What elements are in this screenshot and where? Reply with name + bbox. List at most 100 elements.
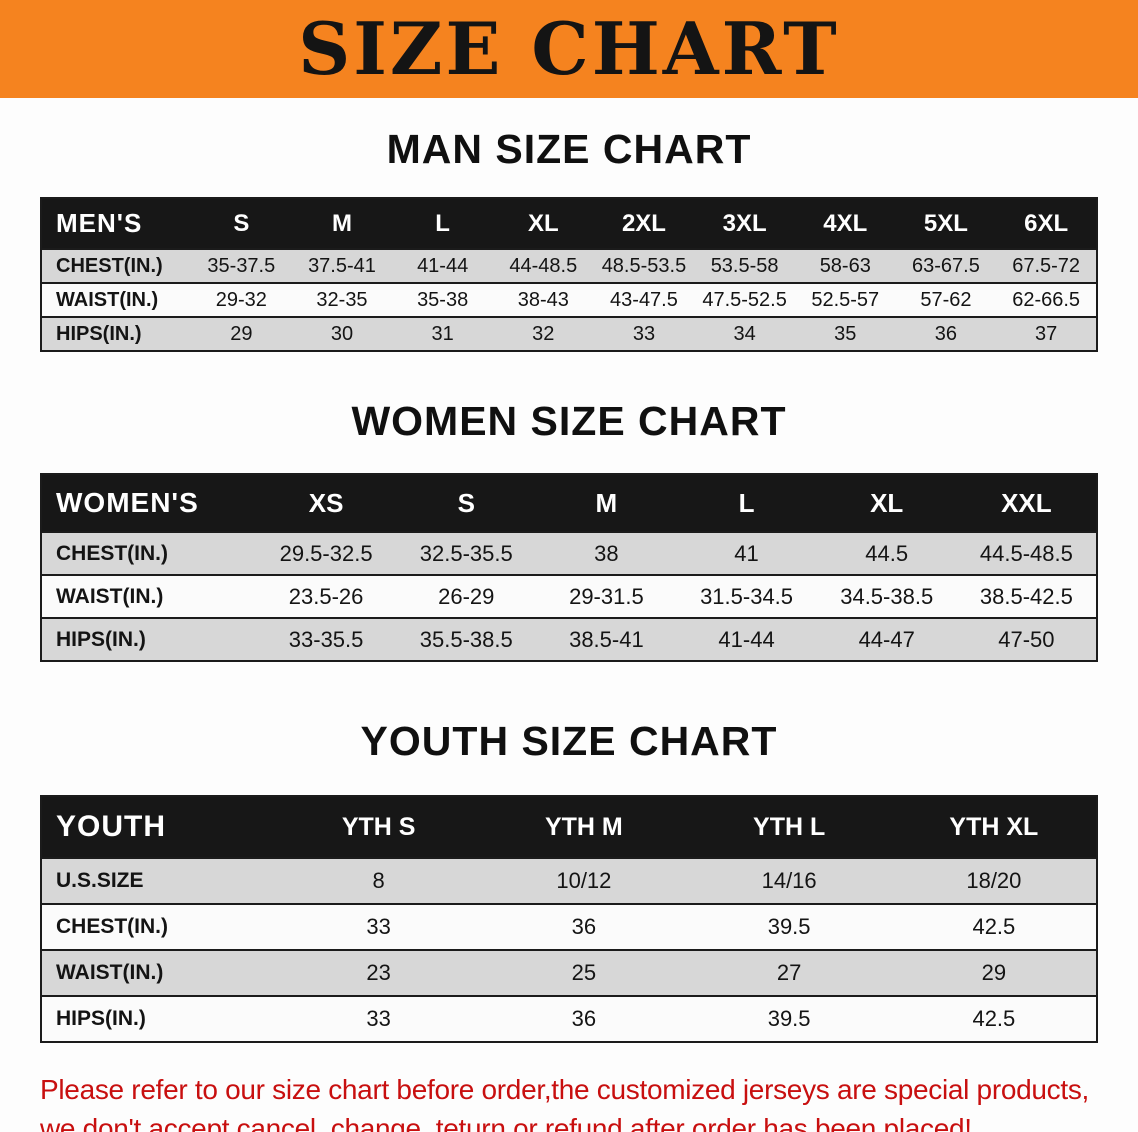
measurement-cell: 53.5-58 bbox=[694, 248, 795, 283]
size-column-header: XS bbox=[256, 474, 397, 532]
measurement-cell: 41-44 bbox=[392, 248, 493, 283]
measurement-cell: 30 bbox=[291, 316, 393, 351]
disclaimer: Please refer to our size chart before or… bbox=[40, 1071, 1128, 1132]
measurement-cell: 48.5-53.5 bbox=[593, 248, 695, 283]
banner: SIZE CHART bbox=[0, 0, 1138, 98]
youth-section-heading: YOUTH SIZE CHART bbox=[360, 718, 778, 764]
measurement-cell: 32.5-35.5 bbox=[396, 531, 537, 575]
row-label: WAIST(IN.) bbox=[41, 949, 276, 996]
table-title-cell: MEN'S bbox=[41, 198, 191, 249]
row-label: U.S.SIZE bbox=[41, 857, 276, 904]
measurement-cell: 33 bbox=[276, 995, 482, 1042]
womens-size-table: WOMEN'S XS S M L XL XXL CHEST(IN.) 29.5-32.5 32.5… bbox=[40, 473, 1098, 662]
measurement-cell: 32-35 bbox=[291, 282, 393, 317]
measurement-cell: 14/16 bbox=[686, 857, 892, 904]
size-column-header: YTH XL bbox=[891, 796, 1097, 858]
size-column-header: 6XL bbox=[996, 198, 1097, 249]
measurement-cell: 29 bbox=[191, 316, 292, 351]
size-column-header: S bbox=[396, 474, 537, 532]
measurement-cell: 8 bbox=[276, 857, 482, 904]
table-row: WAIST(IN.) 23 25 27 29 bbox=[41, 949, 1097, 996]
table-row: HIPS(IN.) 33-35.5 35.5-38.5 38.5-41 41-44 44-… bbox=[41, 617, 1097, 661]
disclaimer-line-2: we don't accept cancel, change, teturn o… bbox=[40, 1112, 972, 1132]
mens-size-table: MEN'S S M L XL 2XL 3XL 4XL 5XL 6XL CHEST(IN.) 35-37… bbox=[40, 197, 1098, 352]
measurement-cell: 44.5-48.5 bbox=[956, 531, 1097, 575]
size-column-header: XXL bbox=[956, 474, 1097, 532]
measurement-cell: 44.5 bbox=[816, 531, 957, 575]
measurement-cell: 31.5-34.5 bbox=[676, 574, 817, 618]
size-column-header: L bbox=[676, 474, 817, 532]
measurement-cell: 31 bbox=[392, 316, 493, 351]
measurement-cell: 63-67.5 bbox=[895, 248, 997, 283]
measurement-cell: 35-37.5 bbox=[191, 248, 292, 283]
size-column-header: XL bbox=[492, 198, 594, 249]
measurement-cell: 57-62 bbox=[895, 282, 997, 317]
measurement-cell: 41-44 bbox=[676, 617, 817, 661]
measurement-cell: 35.5-38.5 bbox=[396, 617, 537, 661]
table-header-row: YOUTH YTH S YTH M YTH L YTH XL bbox=[41, 796, 1097, 858]
row-label: WAIST(IN.) bbox=[41, 282, 191, 317]
measurement-cell: 47.5-52.5 bbox=[694, 282, 795, 317]
measurement-cell: 33-35.5 bbox=[256, 617, 397, 661]
measurement-cell: 10/12 bbox=[481, 857, 687, 904]
measurement-cell: 33 bbox=[276, 903, 482, 950]
measurement-cell: 29.5-32.5 bbox=[256, 531, 397, 575]
table-header-row: WOMEN'S XS S M L XL XXL bbox=[41, 474, 1097, 532]
measurement-cell: 34 bbox=[694, 316, 795, 351]
measurement-cell: 26-29 bbox=[396, 574, 537, 618]
row-label: HIPS(IN.) bbox=[41, 995, 276, 1042]
women-section-heading: WOMEN SIZE CHART bbox=[351, 398, 787, 444]
size-column-header: S bbox=[191, 198, 292, 249]
row-label: WAIST(IN.) bbox=[41, 574, 256, 618]
measurement-cell: 44-48.5 bbox=[492, 248, 594, 283]
measurement-cell: 58-63 bbox=[794, 248, 896, 283]
size-column-header: L bbox=[392, 198, 493, 249]
youth-size-table: YOUTH YTH S YTH M YTH L YTH XL U.S.SIZE 8 10/12… bbox=[40, 795, 1098, 1043]
measurement-cell: 35 bbox=[794, 316, 896, 351]
size-column-header: 5XL bbox=[895, 198, 997, 249]
measurement-cell: 43-47.5 bbox=[593, 282, 695, 317]
measurement-cell: 23.5-26 bbox=[256, 574, 397, 618]
measurement-cell: 29-32 bbox=[191, 282, 292, 317]
table-header-row: MEN'S S M L XL 2XL 3XL 4XL 5XL 6XL bbox=[41, 198, 1097, 249]
row-label: HIPS(IN.) bbox=[41, 617, 256, 661]
measurement-cell: 47-50 bbox=[956, 617, 1097, 661]
table-row: CHEST(IN.) 29.5-32.5 32.5-35.5 38 41 44.5 44.5… bbox=[41, 531, 1097, 575]
table-row: CHEST(IN.) 35-37.5 37.5-41 41-44 44-48.5 48.5… bbox=[41, 248, 1097, 283]
measurement-cell: 37 bbox=[996, 316, 1097, 351]
measurement-cell: 36 bbox=[481, 995, 687, 1042]
measurement-cell: 52.5-57 bbox=[794, 282, 896, 317]
row-label: CHEST(IN.) bbox=[41, 248, 191, 283]
row-label: CHEST(IN.) bbox=[41, 903, 276, 950]
size-column-header: XL bbox=[816, 474, 957, 532]
measurement-cell: 18/20 bbox=[891, 857, 1097, 904]
measurement-cell: 34.5-38.5 bbox=[816, 574, 957, 618]
measurement-cell: 32 bbox=[492, 316, 594, 351]
measurement-cell: 36 bbox=[481, 903, 687, 950]
measurement-cell: 37.5-41 bbox=[291, 248, 393, 283]
size-column-header: 2XL bbox=[593, 198, 695, 249]
table-row: U.S.SIZE 8 10/12 14/16 18/20 bbox=[41, 857, 1097, 904]
measurement-cell: 23 bbox=[276, 949, 482, 996]
measurement-cell: 33 bbox=[593, 316, 695, 351]
table-row: HIPS(IN.) 33 36 39.5 42.5 bbox=[41, 995, 1097, 1042]
measurement-cell: 41 bbox=[676, 531, 817, 575]
measurement-cell: 35-38 bbox=[392, 282, 493, 317]
table-title-cell: WOMEN'S bbox=[41, 474, 256, 532]
man-section-heading: MAN SIZE CHART bbox=[386, 126, 752, 172]
measurement-cell: 39.5 bbox=[686, 903, 892, 950]
measurement-cell: 39.5 bbox=[686, 995, 892, 1042]
page-title: SIZE CHART bbox=[298, 6, 840, 91]
table-row: WAIST(IN.) 23.5-26 26-29 29-31.5 31.5-34.5 34… bbox=[41, 574, 1097, 618]
table-row: CHEST(IN.) 33 36 39.5 42.5 bbox=[41, 903, 1097, 950]
size-column-header: M bbox=[291, 198, 393, 249]
measurement-cell: 42.5 bbox=[891, 903, 1097, 950]
size-column-header: YTH S bbox=[276, 796, 482, 858]
measurement-cell: 36 bbox=[895, 316, 997, 351]
table-row: HIPS(IN.) 29 30 31 32 33 34 35 36 37 bbox=[41, 316, 1097, 351]
measurement-cell: 29-31.5 bbox=[536, 574, 677, 618]
table-title-cell: YOUTH bbox=[41, 796, 276, 858]
measurement-cell: 42.5 bbox=[891, 995, 1097, 1042]
row-label: HIPS(IN.) bbox=[41, 316, 191, 351]
